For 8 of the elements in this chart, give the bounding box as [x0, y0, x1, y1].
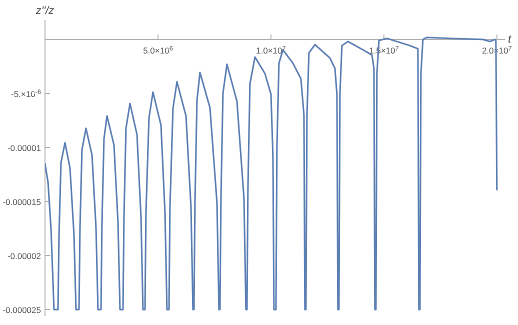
- y-tick-label: -5.×10$^{-6}$: [11, 88, 42, 99]
- x-axis-title: t: [508, 33, 512, 46]
- y-tick-label: -0.00001: [7, 142, 42, 153]
- y-tick-label: -0.00002: [7, 251, 42, 262]
- y-tick-label: -0.000025: [2, 305, 42, 316]
- x-tick-label: 5.0×10$^{6}$: [143, 44, 174, 56]
- y-axis-title: z''/z: [34, 5, 55, 17]
- y-tick-label: -0.000015: [2, 196, 42, 207]
